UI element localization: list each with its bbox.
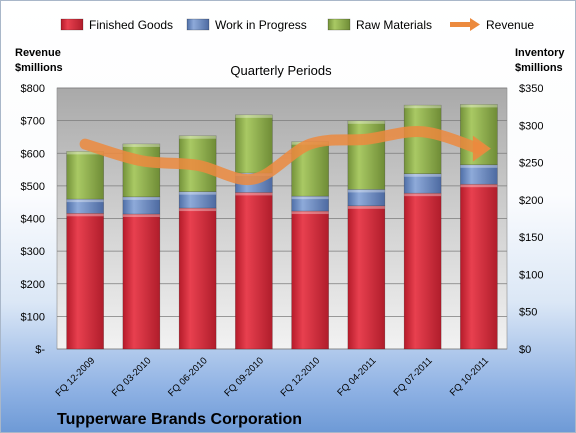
bar-bevel [66,199,104,203]
bar-bevel [347,120,385,124]
bar-finished-goods [66,213,104,350]
left-axis-title-line2: $millions [15,62,63,74]
bar-raw-materials [235,114,273,174]
category-label: FQ 04-2011 [335,355,378,398]
bar-raw-materials [66,151,104,200]
bar-bevel [291,196,329,200]
bar-finished-goods [178,207,217,350]
right-axis-title-line2: $millions [515,62,563,74]
category-label: FQ 09-2010 [222,355,266,399]
right-tick-label: $350 [519,83,543,95]
bar-raw-materials [347,120,386,190]
bar-bevel [460,164,498,168]
right-tick-label: $100 [519,269,543,281]
bar-bevel [460,184,498,188]
legend-label-work-in-progress: Work in Progress [215,18,307,32]
category-label: FQ 03-2010 [110,355,154,399]
category-label: FQ 06-2010 [166,355,210,399]
bar-bevel [66,213,104,217]
right-tick-label: $300 [519,120,543,132]
left-tick-label: $200 [21,279,45,291]
bar-bevel [122,214,160,218]
right-tick-label: $250 [519,158,543,170]
left-tick-label: $300 [21,246,45,258]
bar-finished-goods [460,183,498,350]
category-label: FQ 10-2011 [448,355,491,398]
left-tick-label: $800 [21,83,45,95]
left-tick-label: $100 [21,311,45,323]
category-label: FQ 07-2011 [392,355,435,398]
left-axis-title-line1: Revenue [15,47,61,59]
legend-swatch-work-in-progress [186,18,210,31]
category-label: FQ 12-2010 [279,355,323,399]
right-tick-label: $150 [519,232,543,244]
bar-bevel [404,193,442,197]
bar-finished-goods [291,210,329,350]
bar-bevel [347,189,385,193]
left-tick-label: $600 [21,148,45,160]
legend-swatch-finished-goods [60,18,84,31]
legend-label-raw-materials: Raw Materials [356,18,432,32]
bar-finished-goods [347,205,386,350]
bar-work-in-progress [66,198,104,214]
bar-bevel [179,135,217,139]
legend-arrowhead-revenue [470,18,480,31]
left-tick-label: $- [35,344,45,356]
right-tick-label: $0 [519,344,531,356]
revenue-line [79,126,485,186]
bar-finished-goods [235,192,273,350]
bar-bevel [460,104,498,108]
legend-swatch-raw-materials [327,18,351,31]
bar-bevel [235,192,273,196]
bar-bevel [235,114,273,118]
right-tick-label: $200 [519,195,543,207]
right-axis-title-line1: Inventory [515,47,565,59]
right-tick-label: $50 [519,307,537,319]
bar-bevel [122,143,160,147]
left-tick-label: $700 [21,116,45,128]
left-tick-label: $400 [21,214,45,226]
bar-bevel [404,105,442,109]
bar-bevel [122,196,160,200]
category-label: FQ 12-2009 [54,355,98,399]
chart-subtitle: Quarterly Periods [230,63,332,78]
bar-bevel [179,208,217,212]
bar-bevel [291,211,329,215]
company-name: Tupperware Brands Corporation [57,411,302,428]
legend-label-finished-goods: Finished Goods [89,18,173,32]
bar-bevel [404,173,442,177]
left-tick-label: $500 [21,181,45,193]
revenue-arrowhead [472,135,491,162]
bar-bevel [179,191,217,195]
bar-finished-goods [403,192,442,350]
legend-label-revenue: Revenue [486,18,534,32]
bar-finished-goods [122,213,161,350]
bar-raw-materials [122,143,161,198]
bar-bevel [66,151,104,155]
bar-bevel [347,205,385,209]
